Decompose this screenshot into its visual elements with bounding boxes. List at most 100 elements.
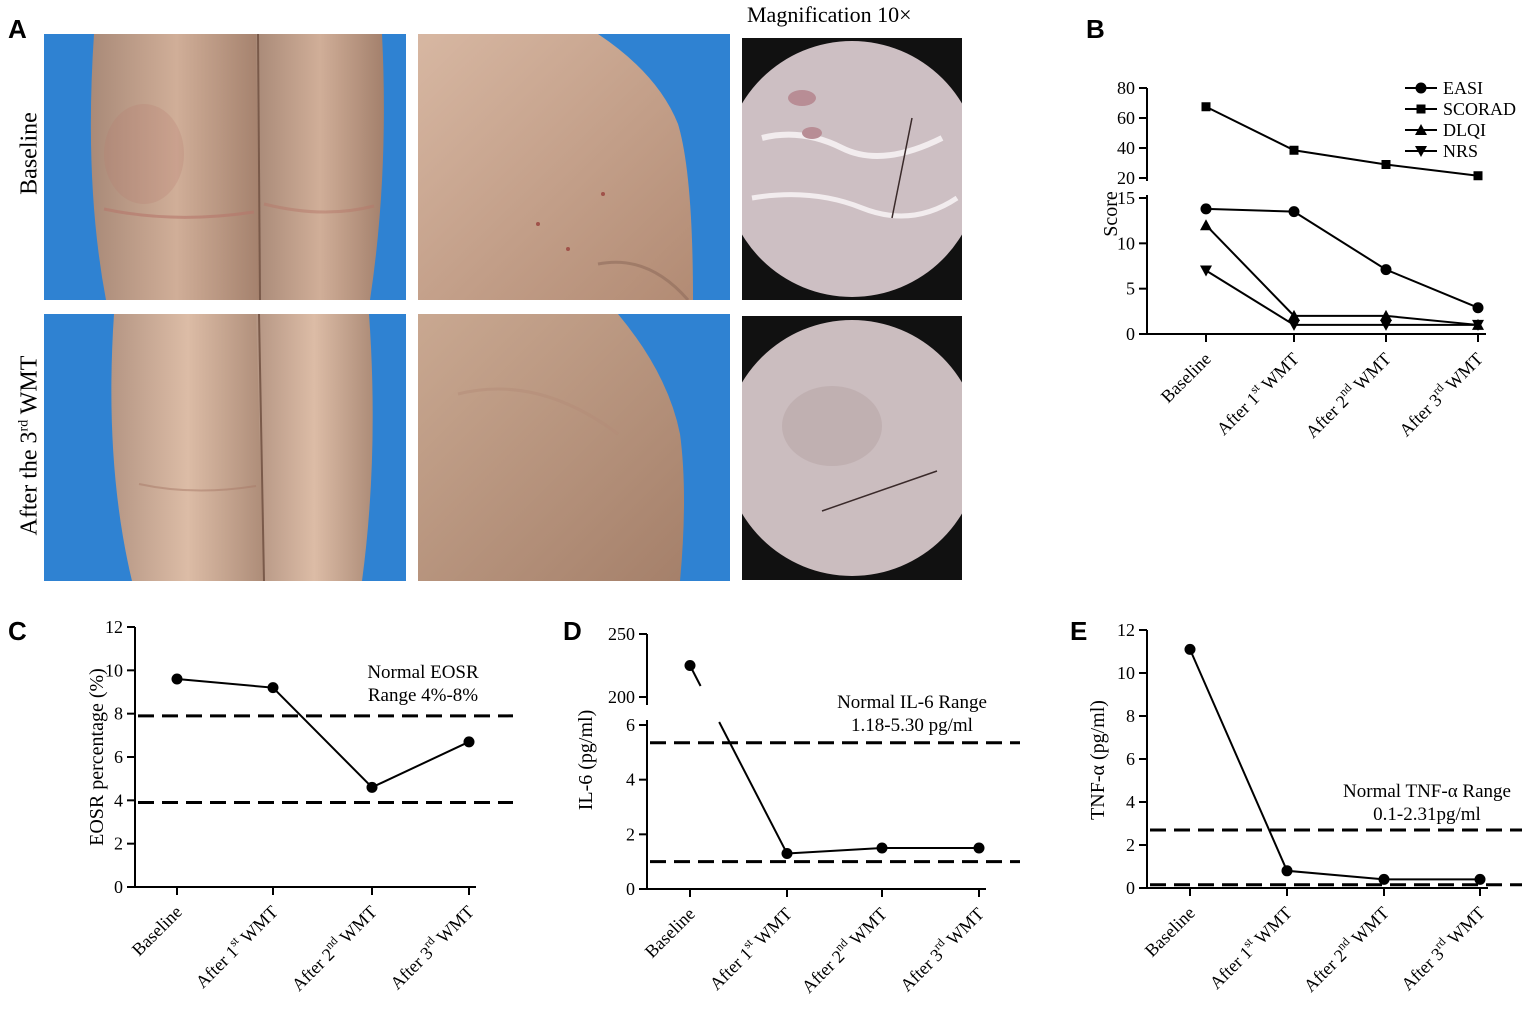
d-annotation-line1: Normal IL-6 Range [837,692,987,713]
b-point-scorad [1381,160,1391,169]
c-x-tick-label: Baseline [128,902,186,960]
d-series-line-upper [689,665,702,687]
c-x-tick-label: After 3rd WMT [384,900,478,994]
b-point-scorad [1473,171,1483,181]
c-point [463,736,475,748]
b-x-tick-label: After 1st WMT [1210,347,1302,439]
d-y-axis-label: IL-6 (pg/ml) [575,710,597,811]
d-point [876,842,888,854]
e-annotation-line2: 0.1-2.31pg/ml [1373,804,1481,825]
c-y-axis-label: EOSR percentage (%) [86,668,108,846]
panel-letter-e: E [1070,616,1088,646]
b-y-tick-label: 60 [1117,108,1135,128]
b-legend-label-scorad: SCORAD [1443,99,1516,119]
d-x-tick-label: After 3rd WMT [894,902,988,996]
c-point [267,682,279,694]
panel-letter-a: A [8,14,27,44]
e-annotation-line1: Normal TNF-α Range [1343,781,1511,802]
b-y-tick-label: 10 [1117,233,1135,253]
b-legend-label-nrs: NRS [1443,141,1478,161]
d-series-line-lower [718,721,788,854]
shoulder-after-illustration [418,314,730,581]
b-y-axis-label: Score [1100,191,1122,237]
dermoscopy-illustration [742,38,962,300]
c-x-tick-label: After 1st WMT [189,900,281,992]
c-y-tick-label: 12 [105,617,123,637]
b-legend-marker [1415,146,1427,157]
b-y-tick-label: 5 [1126,279,1135,299]
photo-after-shoulder [418,314,730,581]
c-y-tick-label: 4 [114,790,123,810]
e-x-tick-label: After 3rd WMT [1395,901,1489,995]
c-y-tick-label: 0 [114,877,123,897]
magnification-label: Magnification 10× [747,2,912,27]
e-x-tick-label: Baseline [1141,903,1199,961]
d-y-tick-label: 4 [626,770,635,790]
row-label-after-3rd-wmt: After the 3rd WMT [16,355,43,536]
d-y-tick-label: 6 [626,715,635,735]
b-y-tick-label: 20 [1117,168,1135,188]
e-point [1281,865,1293,877]
photo-baseline-knees [44,34,406,300]
b-point-nrs [1472,319,1484,331]
b-series-line-scorad [1205,105,1479,177]
b-point-scorad [1289,145,1299,155]
b-x-tick-label: After 2nd WMT [1300,347,1395,442]
d-point [684,660,696,671]
b-point-dlqi [1200,219,1212,231]
e-x-tick-label: After 1st WMT [1203,901,1295,993]
photo-after-dermoscopy [742,316,962,580]
d-point [973,842,985,854]
e-series-line [1189,648,1480,881]
photo-after-knees [44,314,406,581]
e-y-tick-label: 4 [1126,792,1135,812]
e-y-tick-label: 6 [1126,749,1135,769]
b-point-nrs [1380,319,1392,331]
b-point-dlqi [1380,309,1392,321]
e-point [1378,873,1390,885]
panel-letter-d: D [563,616,582,646]
b-legend-marker [1415,82,1427,94]
e-point [1184,643,1196,655]
d-x-tick-label: Baseline [641,904,699,962]
e-y-axis-label: TNF-α (pg/ml) [1087,700,1109,820]
b-point-easi [1200,203,1212,215]
d-point [781,847,793,859]
b-series-line-nrs [1205,269,1478,326]
d-y-tick-label: 200 [608,687,635,707]
d-y-tick-label: 2 [626,824,635,844]
d-y-tick-label: 250 [608,624,635,644]
c-point [171,673,183,685]
photo-baseline-dermoscopy [742,38,962,300]
b-x-tick-label: Baseline [1157,349,1215,407]
b-legend-label-dlqi: DLQI [1443,120,1486,140]
d-x-tick-label: After 2nd WMT [796,902,891,997]
c-annotation-line2: Range 4%-8% [368,685,478,706]
b-series-line-easi [1205,207,1479,309]
knees-illustration [44,34,406,300]
c-x-tick-label: After 2nd WMT [286,900,381,995]
d-y-tick-label: 0 [626,879,635,899]
dermoscopy-after-illustration [742,316,962,580]
b-legend-marker [1415,124,1427,135]
photo-baseline-shoulder [418,34,730,300]
knees-after-illustration [44,314,406,581]
b-point-nrs [1288,319,1300,331]
c-y-tick-label: 10 [105,660,123,680]
b-y-tick-label: 40 [1117,138,1135,158]
b-point-nrs [1200,265,1212,277]
b-series-line-dlqi [1205,224,1479,326]
b-point-dlqi [1288,309,1300,321]
b-x-tick-label: After 3rd WMT [1393,347,1487,441]
b-point-easi [1380,264,1392,276]
d-x-tick-label: After 1st WMT [703,902,795,994]
b-point-dlqi [1472,318,1484,330]
b-y-tick-label: 80 [1117,78,1135,98]
c-point [366,781,378,793]
b-legend-marker [1416,104,1426,114]
e-x-tick-label: After 2nd WMT [1298,901,1393,996]
c-y-tick-label: 6 [114,747,123,767]
b-y-tick-label: 0 [1126,324,1135,344]
e-y-tick-label: 2 [1126,835,1135,855]
d-series-line [786,847,979,855]
